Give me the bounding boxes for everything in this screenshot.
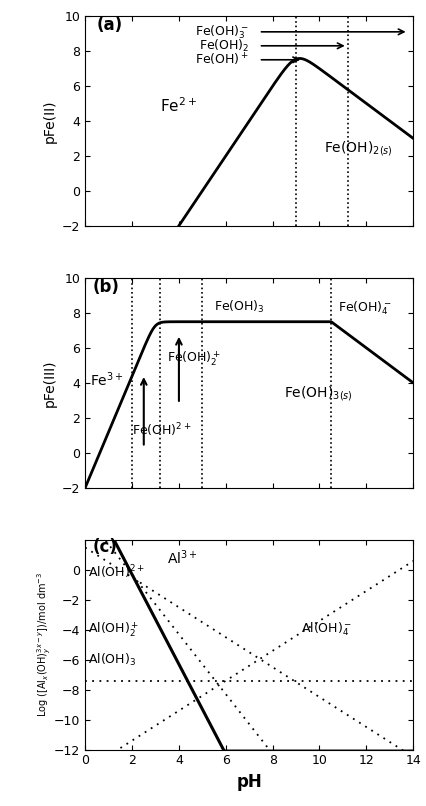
Text: Fe(OH)$^{2+}$: Fe(OH)$^{2+}$ bbox=[132, 422, 192, 439]
Y-axis label: pFe(III): pFe(III) bbox=[43, 359, 56, 406]
Text: Al(OH)$_4^-$: Al(OH)$_4^-$ bbox=[301, 621, 352, 638]
Text: (a): (a) bbox=[97, 16, 123, 34]
Text: Fe(OH)$_{2(s)}$: Fe(OH)$_{2(s)}$ bbox=[324, 139, 393, 158]
Text: (b): (b) bbox=[92, 278, 119, 296]
Text: Fe(OH)$^+$: Fe(OH)$^+$ bbox=[195, 52, 249, 68]
Text: Al(OH)$_3$: Al(OH)$_3$ bbox=[88, 652, 135, 668]
Text: Fe(OH)$_4^-$: Fe(OH)$_4^-$ bbox=[338, 299, 392, 317]
X-axis label: pH: pH bbox=[236, 773, 262, 791]
Text: Fe(OH)$_3$: Fe(OH)$_3$ bbox=[214, 299, 265, 315]
Y-axis label: pFe(II): pFe(II) bbox=[43, 99, 56, 143]
Text: Fe$^{2+}$: Fe$^{2+}$ bbox=[160, 97, 197, 115]
Y-axis label: Log ([Al$_x$(OH)$_y^{3x-y}$])/mol dm$^{-3}$: Log ([Al$_x$(OH)$_y^{3x-y}$])/mol dm$^{-… bbox=[35, 572, 52, 717]
Text: (c): (c) bbox=[92, 538, 117, 556]
Text: Al(OH)$^{2+}$: Al(OH)$^{2+}$ bbox=[88, 563, 144, 581]
Text: Fe$^{3+}$: Fe$^{3+}$ bbox=[90, 371, 124, 389]
Text: Fe(OH)$_{3(s)}$: Fe(OH)$_{3(s)}$ bbox=[284, 384, 353, 403]
Text: Fe(OH)$_2$: Fe(OH)$_2$ bbox=[199, 38, 249, 54]
Text: Al$^{3+}$: Al$^{3+}$ bbox=[167, 548, 198, 567]
Text: Fe(OH)$_3^-$: Fe(OH)$_3^-$ bbox=[195, 23, 249, 40]
Text: Fe(OH)$_2^+$: Fe(OH)$_2^+$ bbox=[167, 349, 221, 368]
Text: Al(OH)$_2^+$: Al(OH)$_2^+$ bbox=[88, 620, 139, 638]
